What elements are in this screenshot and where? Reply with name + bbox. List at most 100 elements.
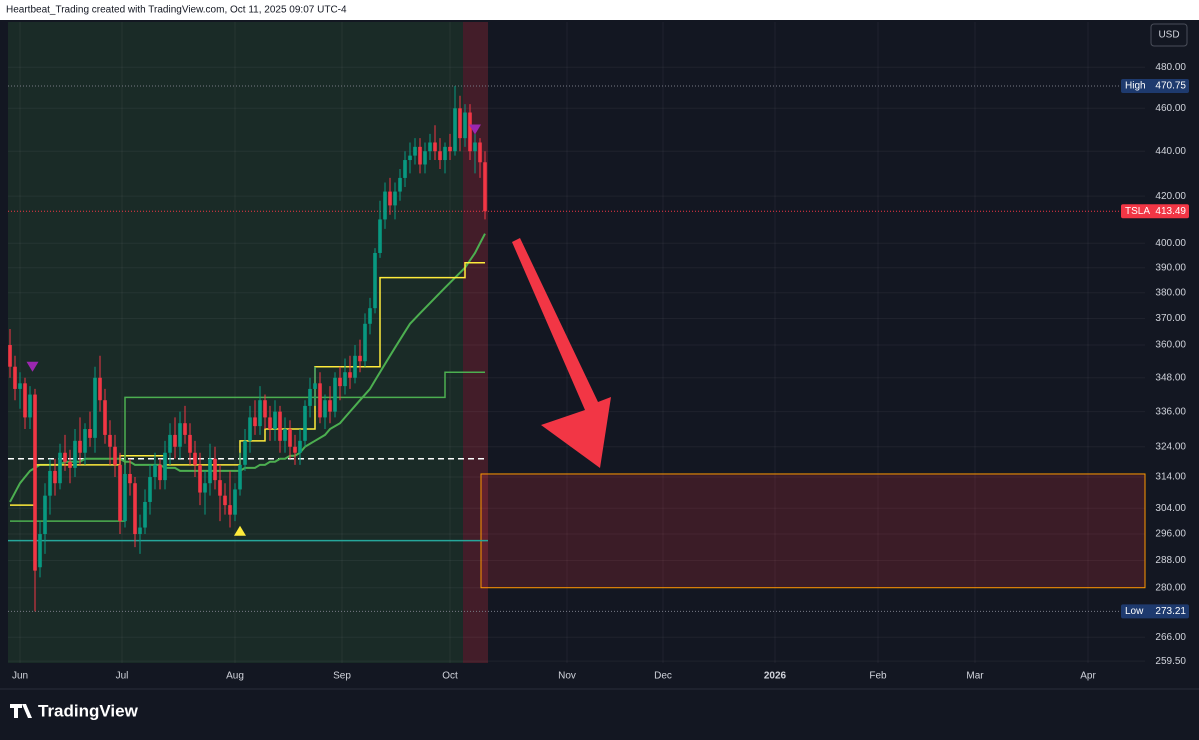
candle-body (383, 191, 387, 220)
candle-body (158, 464, 162, 481)
candle-body (133, 483, 137, 535)
candle-body (238, 464, 242, 490)
x-tick-label: Mar (966, 671, 984, 682)
candle-body (278, 411, 282, 441)
candle-body (88, 429, 92, 438)
candle-body (233, 489, 237, 515)
x-tick-label: Feb (869, 671, 887, 682)
zone (8, 22, 463, 663)
candle-body (193, 452, 197, 465)
candle-body (138, 527, 142, 535)
y-tick-label: 288.00 (1155, 555, 1186, 566)
candle-body (443, 146, 447, 161)
y-tick-label: 370.00 (1155, 313, 1186, 324)
candle-body (428, 142, 432, 152)
y-tick-label: 266.00 (1155, 632, 1186, 643)
candle-body (228, 505, 232, 515)
candle-body (338, 377, 342, 387)
indicator-line (10, 371, 485, 522)
candle-body (483, 162, 487, 212)
candle-body (303, 405, 307, 441)
candle-body (363, 323, 367, 362)
candle-body (273, 411, 277, 430)
indicator-line (10, 262, 485, 506)
candle-body (218, 480, 222, 496)
y-tick-label: 400.00 (1155, 238, 1186, 249)
price-label-name: Low (1125, 606, 1144, 617)
price-label-name: High (1125, 81, 1146, 92)
candle-body (108, 434, 112, 447)
logo-text: TradingView (38, 701, 139, 720)
candle-body (13, 366, 17, 389)
y-tick-label: 348.00 (1155, 372, 1186, 383)
arrow (512, 238, 611, 468)
candle-body (183, 423, 187, 435)
candle-body (68, 461, 72, 468)
currency[interactable]: USD (1158, 30, 1179, 41)
candle-body (423, 151, 427, 165)
header-text: Heartbeat_Trading created with TradingVi… (6, 5, 347, 16)
candle-body (393, 191, 397, 206)
price-label-value: 470.75 (1155, 81, 1186, 92)
candle-body (208, 458, 212, 484)
candle-body (188, 434, 192, 453)
y-tick-label: 324.00 (1155, 441, 1186, 452)
candle-body (168, 434, 172, 453)
currency-button[interactable] (1150, 23, 1188, 47)
candle-body (438, 151, 442, 161)
candle-body (148, 477, 152, 502)
candle-body (343, 372, 347, 387)
plot: 480.00 460.00 440.00 420.00 400.00 390.00 380.… (8, 22, 1189, 682)
candle-body (43, 495, 47, 535)
candle-body (258, 400, 262, 427)
candle-body (113, 446, 117, 465)
y-tick-label: 336.00 (1155, 406, 1186, 417)
price-label-value: 273.21 (1155, 606, 1186, 617)
x-tick-label: Aug (226, 671, 244, 682)
candle-body (123, 473, 127, 522)
candle-body (63, 452, 67, 462)
candle-body (373, 252, 377, 309)
candle-body (453, 108, 457, 152)
y-tick-label: 390.00 (1155, 262, 1186, 273)
x-tick-label: Jun (12, 671, 28, 682)
candle-body (213, 458, 217, 481)
price-label-box (1121, 78, 1189, 93)
y-tick-label: 480.00 (1155, 62, 1186, 73)
candle-body (293, 446, 297, 453)
y-tick-label: 296.00 (1155, 529, 1186, 540)
candle-body (28, 394, 32, 418)
candle-body (248, 417, 252, 441)
candle-body (118, 464, 122, 522)
candle-body (143, 501, 147, 528)
candle-body (348, 372, 352, 378)
candle-body (198, 464, 202, 493)
x-tick-label: 2026 (764, 671, 787, 682)
candle-body (398, 177, 402, 192)
x-tick-label: Dec (654, 671, 672, 682)
price-label-name: TSLA (1125, 206, 1150, 217)
y-tick-label: 314.00 (1155, 472, 1186, 483)
y-tick-label: 280.00 (1155, 582, 1186, 593)
candle-body (378, 219, 382, 253)
candle-body (353, 355, 357, 378)
candle-body (93, 377, 97, 438)
candle-body (153, 464, 157, 478)
candle-body (8, 345, 12, 367)
candle-body (48, 470, 52, 496)
candle-body (298, 440, 302, 453)
candle-body (368, 308, 372, 324)
candle-body (448, 146, 452, 152)
target-zone (480, 473, 1146, 589)
candle-body (203, 483, 207, 493)
x-tick-label: Sep (333, 671, 351, 682)
candle-body (263, 400, 267, 418)
candle-body (358, 355, 362, 362)
candle-body (328, 400, 332, 412)
candle-body (458, 108, 462, 139)
price-label-box (1121, 604, 1189, 619)
candle-body (33, 394, 37, 571)
